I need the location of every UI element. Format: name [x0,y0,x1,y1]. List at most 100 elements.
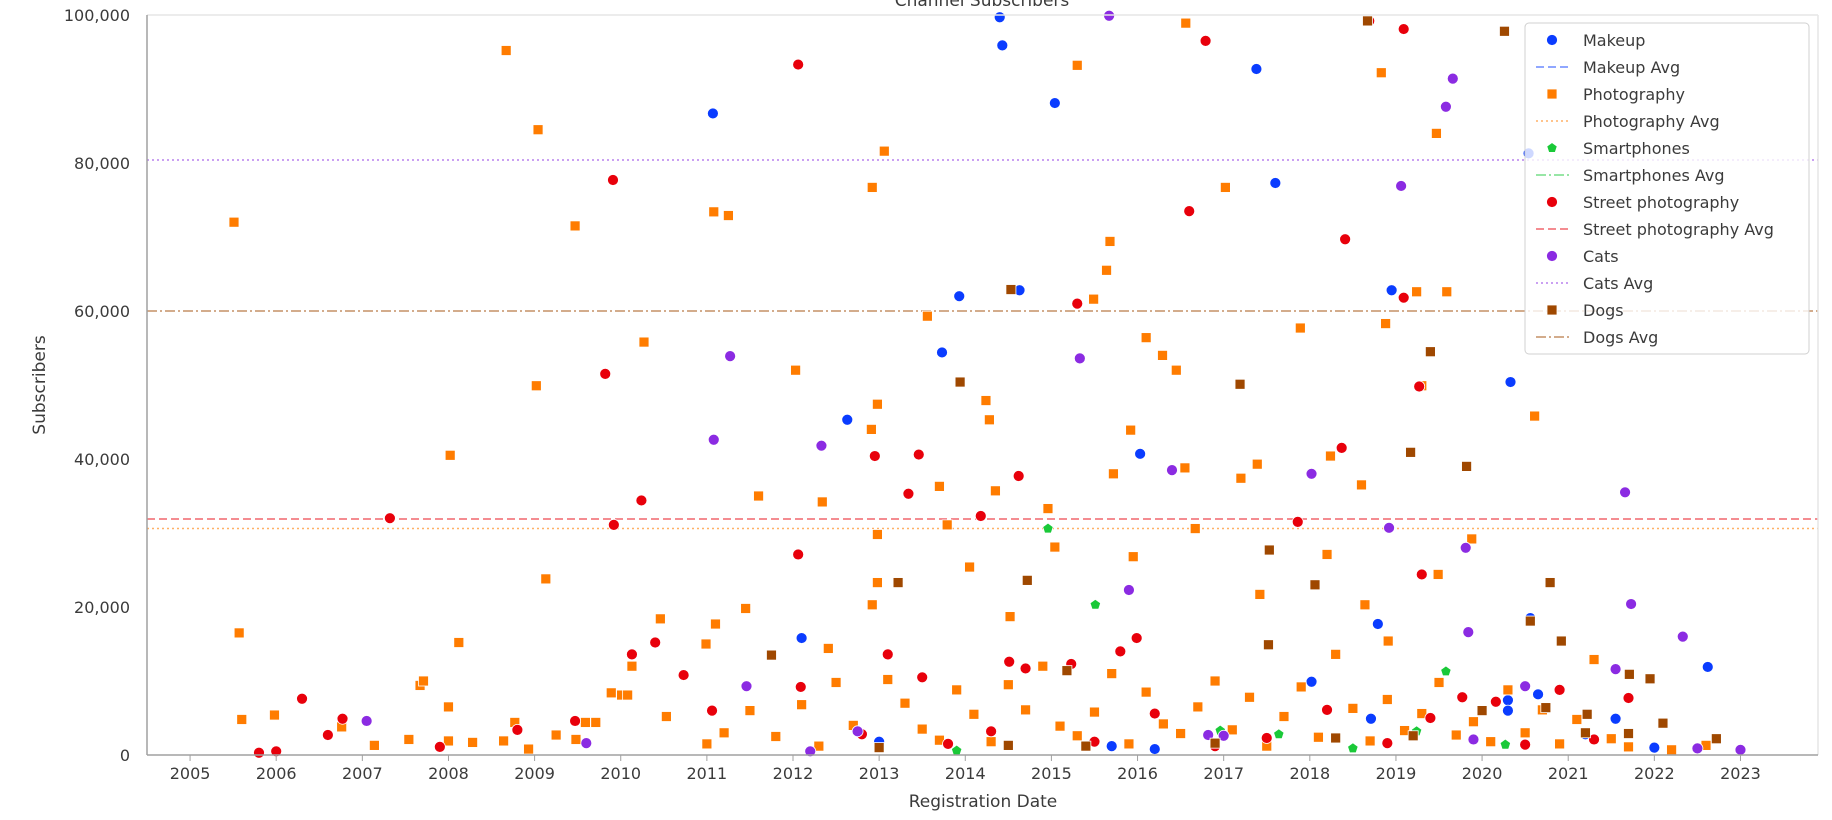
point-photography [1251,458,1263,470]
point-photography [968,708,980,720]
point-photography [796,699,808,711]
point-photography [1466,533,1478,545]
point-street-photography [985,725,998,738]
point-dogs [1555,635,1567,647]
point-photography [453,637,465,648]
point-photography [983,414,995,426]
point-smartphones [1440,665,1452,677]
point-photography [1529,410,1541,422]
point-photography [1179,462,1191,474]
point-street-photography [942,738,954,750]
point-photography [866,599,878,611]
point-photography [1071,730,1083,742]
point-photography [878,145,890,157]
point-makeup [1532,688,1544,701]
point-photography [882,674,894,685]
plot-area [147,9,1818,759]
point-photography [1441,286,1453,298]
point-cats [1446,72,1459,85]
point-dogs [1540,702,1552,714]
point-dogs [1362,15,1373,27]
point-cats [707,433,720,446]
point-cats [1217,729,1230,742]
x-tick-label: 2008 [428,764,469,783]
point-photography [500,45,512,56]
point-street-photography [626,648,638,661]
legend-label-street-photography-avg: Street photography Avg [1583,220,1774,239]
point-dogs [954,376,966,388]
point-cats [804,745,817,758]
point-street-photography [1553,683,1566,696]
legend-box [1524,22,1810,355]
point-street-photography [1424,712,1437,724]
point-smartphones [1499,738,1512,750]
x-axis-label: Registration Date [909,792,1058,812]
point-cats [1166,464,1178,477]
point-photography [1485,736,1497,748]
point-street-photography [1489,695,1502,708]
point-makeup [1648,741,1661,754]
point-photography [540,573,552,585]
series-photography [228,17,1712,756]
point-photography [1226,724,1238,736]
point-photography [605,687,617,699]
legend-marker-cats [1546,250,1558,262]
y-ticks: 0 20,000 40,000 60,000 80,000 100,000 [64,6,130,765]
point-dogs [1623,728,1634,739]
point-photography [1468,716,1479,728]
point-makeup [1305,675,1318,688]
point-photography [1382,635,1394,647]
point-photography [569,220,581,232]
point-makeup [1609,712,1622,725]
point-photography [1106,668,1118,679]
point-makeup [1105,740,1118,753]
legend-label-dogs-avg: Dogs Avg [1583,328,1658,347]
point-makeup [1365,712,1377,725]
point-dogs [1407,730,1419,742]
x-tick-label: 2006 [256,764,297,783]
point-street-photography [1381,737,1394,750]
point-cats [1073,352,1086,365]
point-street-photography [881,648,894,661]
point-makeup [1504,376,1517,388]
point-street-photography [1183,205,1196,218]
y-tick-label: 20,000 [74,598,130,617]
point-dogs [1476,705,1488,716]
point-photography [1432,569,1444,580]
point-makeup [1048,97,1061,109]
point-cats [1383,521,1395,534]
point-street-photography [1456,691,1469,704]
point-photography [1219,182,1231,193]
legend-label-smartphones-avg: Smartphones Avg [1583,166,1725,185]
point-photography [1375,67,1387,79]
point-photography [700,638,712,650]
point-street-photography [706,704,718,717]
series-dogs [766,15,1722,753]
point-photography [443,701,454,713]
point-photography [1278,711,1290,722]
point-dogs [1061,665,1073,677]
point-smartphones [1273,728,1285,740]
legend-label-cats-avg: Cats Avg [1583,274,1653,293]
point-street-photography [1003,655,1016,668]
x-tick-label: 2017 [1203,764,1244,783]
point-photography [1157,349,1168,361]
point-photography [710,618,721,630]
point-photography [1571,714,1583,725]
point-photography [1380,318,1392,329]
point-photography [654,613,666,625]
point-photography [368,739,380,751]
point-photography [1519,727,1531,739]
x-tick-label: 2012 [773,764,814,783]
point-photography [443,735,454,747]
point-photography [1180,17,1192,29]
point-dogs [1263,544,1275,556]
point-photography [269,709,280,721]
point-photography [626,660,638,672]
point-dogs [1405,446,1416,458]
point-photography [1294,322,1306,334]
point-photography [1104,236,1116,247]
legend-marker-smartphones [1546,142,1558,153]
point-photography [1054,720,1066,732]
point-photography [1347,702,1359,714]
